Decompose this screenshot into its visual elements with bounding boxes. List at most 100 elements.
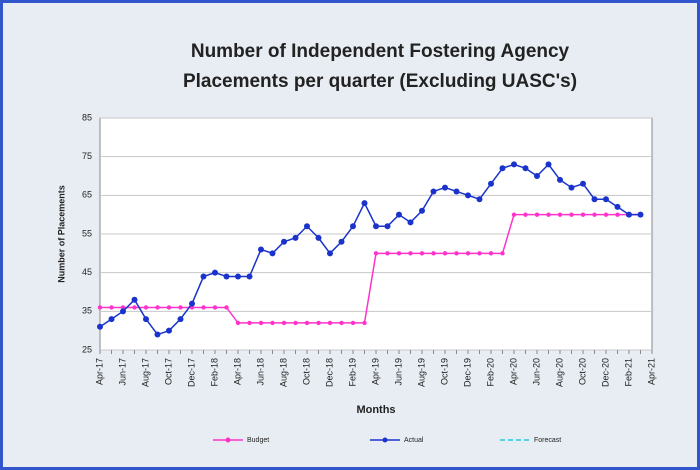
data-point <box>603 212 609 217</box>
data-point <box>615 212 620 217</box>
data-point <box>592 212 597 217</box>
data-point <box>545 161 552 168</box>
data-point <box>131 296 138 303</box>
x-tick-label: Aug-17 <box>140 358 150 387</box>
data-point <box>235 273 241 280</box>
x-tick-label: Aug-18 <box>278 358 288 387</box>
data-point <box>362 320 367 326</box>
x-tick-label: Apr-17 <box>94 358 104 385</box>
y-tick-label: 55 <box>82 228 92 238</box>
data-point <box>224 305 229 310</box>
data-point <box>258 320 264 326</box>
data-point <box>350 320 356 326</box>
x-tick-label: Oct-19 <box>439 358 449 385</box>
data-point <box>557 176 563 183</box>
data-point <box>154 331 161 338</box>
series-line <box>99 163 641 336</box>
data-point <box>499 165 506 172</box>
data-point <box>270 320 275 326</box>
y-tick-label: 45 <box>82 267 92 277</box>
data-point <box>465 192 471 199</box>
data-point <box>212 269 218 276</box>
data-point <box>454 251 459 256</box>
data-point <box>373 223 379 230</box>
y-tick-label: 35 <box>82 306 92 316</box>
data-point <box>453 188 460 195</box>
data-point <box>626 211 632 218</box>
x-tick-label: Jun-20 <box>531 358 541 386</box>
data-point <box>316 320 321 326</box>
x-tick-label: Feb-21 <box>623 358 633 387</box>
data-point <box>546 212 551 217</box>
x-tick-label: Apr-18 <box>232 358 242 385</box>
data-point <box>247 320 252 326</box>
data-point <box>177 316 184 323</box>
data-point <box>373 251 379 256</box>
data-point <box>201 305 206 310</box>
data-point <box>120 308 126 315</box>
x-axis-title: Months <box>356 404 395 416</box>
data-point <box>166 305 172 310</box>
data-point <box>327 320 333 326</box>
x-tick-label: Feb-20 <box>485 358 495 387</box>
data-point <box>511 212 517 217</box>
data-point <box>338 238 345 245</box>
data-point <box>281 238 287 245</box>
data-point <box>293 320 298 326</box>
data-point <box>166 327 172 334</box>
data-point <box>155 305 160 310</box>
x-tick-label: Apr-20 <box>508 358 518 385</box>
legend-label: Forecast <box>534 437 561 444</box>
data-point <box>614 203 621 210</box>
data-point <box>407 219 414 226</box>
data-point <box>534 212 540 217</box>
x-tick-label: Oct-20 <box>577 358 587 385</box>
data-point <box>361 200 368 207</box>
data-point <box>522 165 529 172</box>
data-point <box>557 212 563 217</box>
data-point <box>419 251 425 256</box>
x-tick-label: Jun-17 <box>117 358 127 386</box>
data-point <box>178 305 183 310</box>
data-point <box>315 234 322 241</box>
data-point <box>488 180 494 187</box>
data-point <box>465 251 471 256</box>
data-point <box>384 223 391 230</box>
data-point <box>580 212 586 217</box>
data-point <box>591 196 598 203</box>
data-point <box>603 196 609 203</box>
data-point <box>523 212 528 217</box>
data-point <box>327 250 333 257</box>
legend-marker <box>225 437 231 443</box>
x-tick-label: Feb-19 <box>347 358 357 387</box>
x-tick-label: Dec-19 <box>462 358 472 387</box>
data-point <box>534 173 540 179</box>
data-point <box>143 316 149 323</box>
data-point <box>442 184 448 191</box>
data-point <box>430 188 437 195</box>
data-point <box>385 251 390 256</box>
y-axis-title: Number of Placements <box>56 185 66 283</box>
x-tick-label: Dec-18 <box>324 358 334 387</box>
data-point <box>212 305 218 310</box>
data-point <box>189 300 195 307</box>
data-point <box>108 316 115 323</box>
data-point <box>431 251 436 256</box>
data-point <box>97 305 103 310</box>
chart-title: Number of Independent Fostering Agency <box>191 41 570 62</box>
data-point <box>109 305 114 310</box>
data-point <box>408 251 413 256</box>
data-point <box>477 251 482 256</box>
data-point <box>637 211 644 218</box>
data-point <box>511 161 517 168</box>
x-tick-label: Dec-17 <box>186 358 196 387</box>
data-point <box>292 234 299 241</box>
data-point <box>396 211 402 218</box>
x-tick-label: Dec-20 <box>600 358 610 387</box>
x-tick-label: Apr-21 <box>646 358 656 385</box>
legend-marker <box>382 437 388 443</box>
data-point <box>258 246 264 253</box>
x-tick-label: Feb-18 <box>209 358 219 387</box>
data-point <box>132 305 137 310</box>
